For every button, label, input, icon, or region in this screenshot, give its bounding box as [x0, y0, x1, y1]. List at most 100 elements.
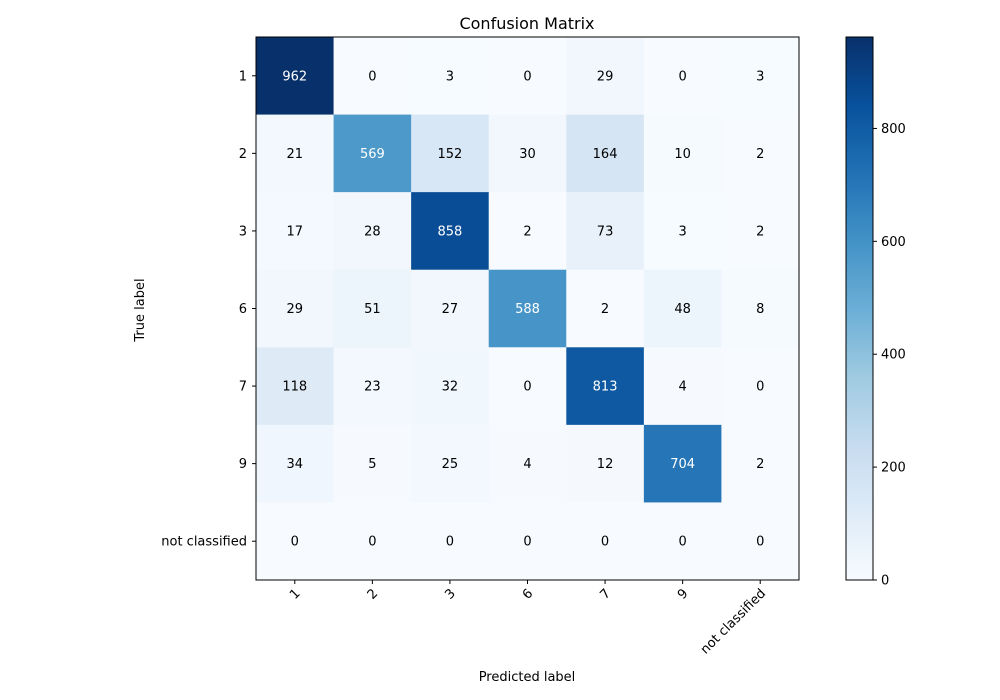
- cell-value-label: 48: [674, 302, 691, 317]
- x-tick-label: 3: [442, 586, 458, 602]
- y-tick-label: 9: [239, 457, 247, 472]
- cell-value-label: 10: [674, 147, 691, 162]
- heatmap-cell: [643, 347, 722, 426]
- cell-value-label: 858: [438, 224, 463, 239]
- cell-value-label: 0: [368, 535, 376, 550]
- heatmap-cell: [411, 347, 490, 426]
- cell-value-label: 3: [679, 224, 687, 239]
- colorbar-tick-label: 200: [881, 461, 906, 476]
- cell-value-label: 29: [597, 69, 614, 84]
- heatmap-cell: [721, 347, 800, 426]
- cell-value-label: 704: [670, 457, 695, 472]
- cell-value-label: 23: [364, 380, 381, 395]
- heatmap-cell: [411, 37, 490, 116]
- cell-value-label: 32: [442, 380, 459, 395]
- heatmap-cell: [333, 347, 412, 426]
- x-tick-label: 1: [287, 586, 303, 602]
- cell-value-label: 2: [601, 302, 609, 317]
- heatmap-cell: [566, 114, 645, 193]
- heatmap-cell: [643, 502, 722, 581]
- y-tick-label: 1: [239, 69, 247, 84]
- heatmap-cell: [333, 502, 412, 581]
- y-axis: 1 2 3 6 7 9 not classified: [161, 69, 256, 550]
- heatmap-cell: [256, 192, 335, 271]
- heatmap-cell: [566, 269, 645, 348]
- heatmap-cell: [256, 114, 335, 193]
- cell-value-label: 2: [523, 224, 531, 239]
- cell-value-label: 4: [679, 380, 687, 395]
- cell-value-label: 813: [593, 380, 618, 395]
- cell-value-label: 8: [756, 302, 764, 317]
- heatmap-cell: [488, 192, 567, 271]
- cell-value-label: 5: [368, 457, 376, 472]
- cell-value-label: 12: [597, 457, 614, 472]
- cell-value-label: 2: [756, 457, 764, 472]
- heatmap-cell: [643, 114, 722, 193]
- y-tick-label: 2: [239, 147, 247, 162]
- cell-value-label: 73: [597, 224, 614, 239]
- heatmap-cell: [721, 269, 800, 348]
- cell-value-label: 962: [282, 69, 307, 84]
- heatmap-cell: [488, 114, 567, 193]
- cell-value-label: 0: [601, 535, 609, 550]
- x-tick-label: 9: [675, 586, 691, 602]
- cell-value-label: 0: [523, 69, 531, 84]
- heatmap-cell: [256, 347, 335, 426]
- cell-value-label: 0: [368, 69, 376, 84]
- heatmap-cell: [566, 347, 645, 426]
- cell-value-label: 34: [287, 457, 304, 472]
- cell-value-label: 118: [282, 380, 307, 395]
- heatmap-cell-labels: 962 0 3 0 29 0 321 569 152 30 164 10 217 28 858 2 73 3 229…: [282, 69, 764, 549]
- colorbar-tick-label: 600: [881, 235, 906, 250]
- heatmap-cell: [256, 424, 335, 503]
- heatmap-cell: [256, 269, 335, 348]
- heatmap-cell: [566, 502, 645, 581]
- heatmap-cell: [721, 114, 800, 193]
- cell-value-label: 588: [515, 302, 540, 317]
- heatmap-cell: [333, 269, 412, 348]
- colorbar-ticks: 0 200 400 600 800: [873, 122, 906, 589]
- cell-value-label: 3: [446, 69, 454, 84]
- heatmap-cell: [411, 424, 490, 503]
- heatmap-cell: [333, 114, 412, 193]
- heatmap-cell: [566, 192, 645, 271]
- y-tick-label: 7: [239, 380, 247, 395]
- cell-value-label: 0: [679, 69, 687, 84]
- cell-value-label: 51: [364, 302, 381, 317]
- cell-value-label: 0: [756, 535, 764, 550]
- cell-value-label: 164: [593, 147, 618, 162]
- x-tick-label: 2: [365, 586, 381, 602]
- heatmap-cell: [333, 424, 412, 503]
- heatmap-cell: [411, 502, 490, 581]
- heatmap-cell: [643, 37, 722, 116]
- x-axis-label: Predicted label: [479, 670, 576, 685]
- cell-value-label: 0: [523, 380, 531, 395]
- colorbar: [845, 36, 874, 581]
- cell-value-label: 0: [291, 535, 299, 550]
- heatmap-cell: [256, 502, 335, 581]
- cell-value-label: 29: [287, 302, 304, 317]
- cell-value-label: 569: [360, 147, 385, 162]
- heatmap-cell: [488, 424, 567, 503]
- heatmap-cell: [411, 114, 490, 193]
- heatmap-cell: [721, 37, 800, 116]
- colorbar-tick-label: 0: [881, 574, 889, 589]
- heatmap-cell: [721, 192, 800, 271]
- heatmap-cell: [256, 37, 335, 116]
- cell-value-label: 25: [442, 457, 459, 472]
- chart-title: Confusion Matrix: [459, 14, 594, 33]
- cell-value-label: 30: [519, 147, 536, 162]
- heatmap-cell: [566, 37, 645, 116]
- cell-value-label: 27: [442, 302, 459, 317]
- heatmap-cell: [333, 192, 412, 271]
- heatmap-cell: [643, 424, 722, 503]
- x-axis: 1 2 3 6 7 9 not classified: [287, 580, 769, 657]
- heatmap-cell: [488, 37, 567, 116]
- heatmap-cell: [643, 192, 722, 271]
- heatmap-cell: [411, 269, 490, 348]
- cell-value-label: 21: [287, 147, 304, 162]
- y-tick-label: not classified: [161, 535, 247, 550]
- heatmap-cell: [488, 502, 567, 581]
- y-tick-label: 6: [239, 302, 247, 317]
